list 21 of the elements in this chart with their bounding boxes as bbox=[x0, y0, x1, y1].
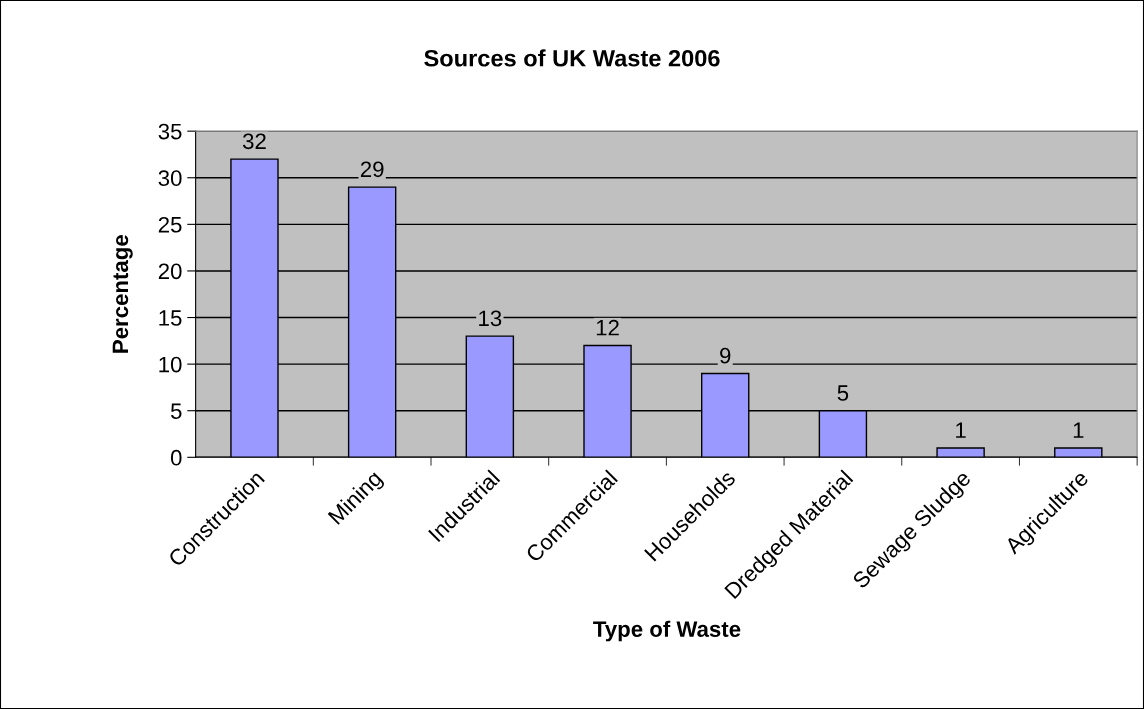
chart-title: Sources of UK Waste 2006 bbox=[424, 49, 720, 67]
x-axis-title: Type of Waste bbox=[593, 620, 741, 642]
y-tick-label: 0 bbox=[170, 449, 182, 466]
y-tick-label: 20 bbox=[158, 263, 182, 280]
y-tick-label: 5 bbox=[170, 403, 182, 419]
data-label: 13 bbox=[479, 310, 502, 327]
bar bbox=[936, 447, 985, 458]
y-tick-label: 15 bbox=[159, 310, 182, 326]
y-tick-label: 10 bbox=[159, 356, 182, 373]
data-label: 5 bbox=[837, 385, 849, 401]
bar bbox=[1054, 447, 1103, 458]
y-tick-label: 30 bbox=[158, 170, 182, 187]
data-label: 29 bbox=[360, 161, 384, 178]
y-tick-label: 25 bbox=[158, 216, 182, 233]
data-label: 1 bbox=[956, 422, 966, 438]
y-tick-label: 35 bbox=[158, 123, 182, 140]
data-label: 1 bbox=[1073, 422, 1084, 438]
data-label: 32 bbox=[242, 133, 266, 150]
data-label: 12 bbox=[596, 319, 619, 336]
data-label: 9 bbox=[720, 347, 731, 364]
y-axis-title: Percentage bbox=[112, 235, 133, 353]
